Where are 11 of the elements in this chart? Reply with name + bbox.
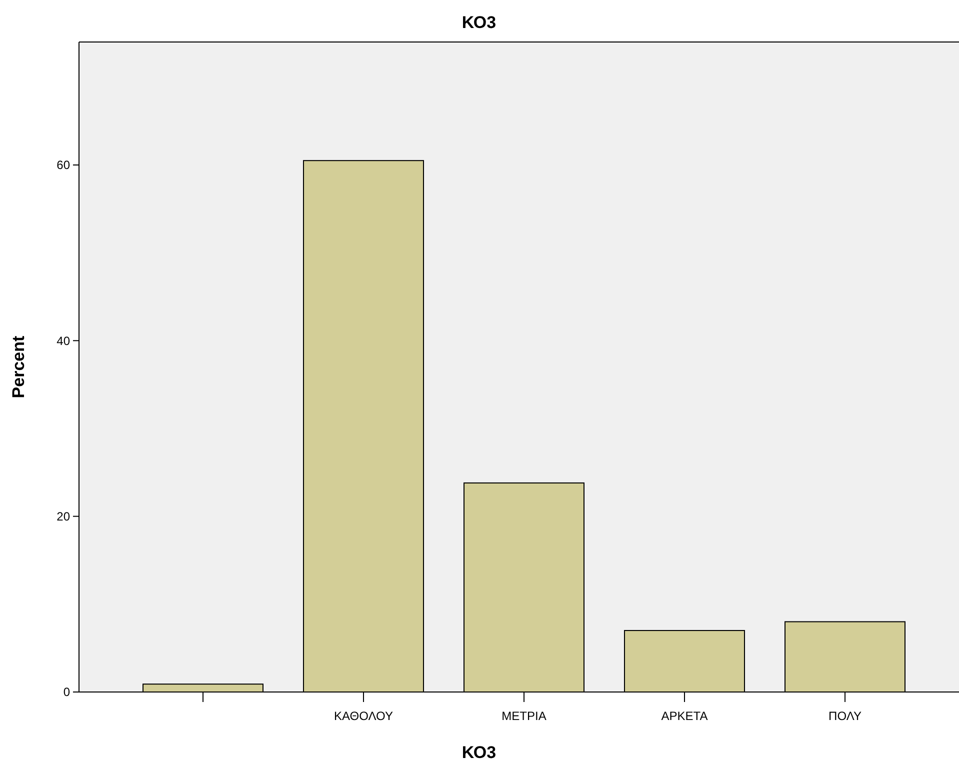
y-tick-label: 60 [56,158,70,172]
chart-title: ΚΟ3 [462,13,496,32]
y-tick-label: 20 [56,510,70,524]
y-tick-label: 40 [56,334,70,348]
x-axis-title: ΚΟ3 [462,743,496,762]
x-tick-label: ΑΡΚΕΤΑ [661,709,708,723]
x-tick-label: ΚΑΘΟΛΟΥ [334,709,393,723]
y-tick-label: 0 [63,685,70,700]
x-tick-label: ΠΟΛΥ [828,709,862,723]
x-tick-label: ΜΕΤΡΙΑ [502,709,546,723]
y-axis-title: Percent [9,335,28,398]
